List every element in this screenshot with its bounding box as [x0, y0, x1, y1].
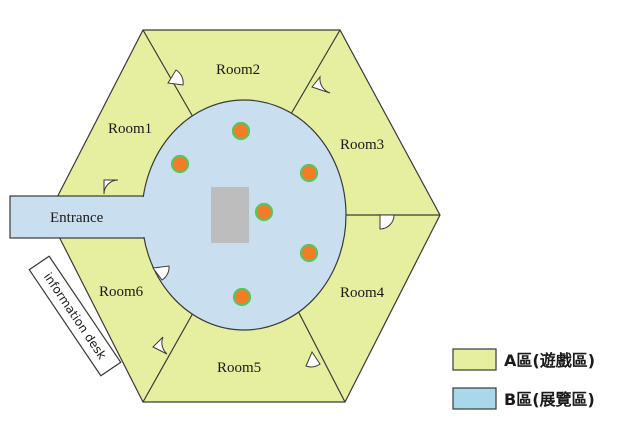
- legend: A區(遊戲區) B區(展覽區): [452, 348, 595, 410]
- exhibit-marker[interactable]: [299, 163, 319, 183]
- door-room4-lower[interactable]: [305, 350, 321, 368]
- door-room1[interactable]: [103, 179, 119, 195]
- exhibit-marker[interactable]: [299, 243, 319, 263]
- divider-room4-room5: [297, 310, 346, 403]
- exhibit-markers: [170, 121, 319, 307]
- entrance-label: Entrance: [50, 210, 104, 226]
- doors: [103, 69, 395, 368]
- room3-label: Room3: [340, 137, 384, 153]
- room4-label: Room4: [340, 285, 385, 301]
- room2-label: Room2: [216, 62, 260, 78]
- exhibit-marker[interactable]: [170, 154, 190, 174]
- entrance-joint: [138, 197, 166, 237]
- divider-room1-room2: [142, 29, 194, 118]
- divider-room2-room3: [290, 29, 341, 115]
- legend-label-zone-b: B區(展覽區): [504, 390, 595, 409]
- exhibit-marker[interactable]: [232, 287, 252, 307]
- door-room6[interactable]: [152, 265, 170, 281]
- door-room4-upper[interactable]: [379, 214, 395, 230]
- exhibit-marker[interactable]: [231, 121, 251, 141]
- legend-swatch-zone-a: [452, 348, 497, 371]
- center-display-block: [211, 187, 249, 243]
- divider-room5-room6: [142, 312, 194, 403]
- exhibit-marker[interactable]: [254, 202, 274, 222]
- room1-label: Room1: [108, 121, 152, 137]
- room6-label: Room6: [99, 284, 144, 300]
- legend-swatch-zone-b: [452, 387, 497, 410]
- door-room2[interactable]: [167, 69, 184, 86]
- information-desk-box: [28, 255, 122, 377]
- legend-label-zone-a: A區(遊戲區): [504, 351, 595, 370]
- room5-label: Room5: [217, 360, 261, 376]
- door-room3[interactable]: [311, 75, 331, 94]
- door-room5[interactable]: [152, 336, 168, 355]
